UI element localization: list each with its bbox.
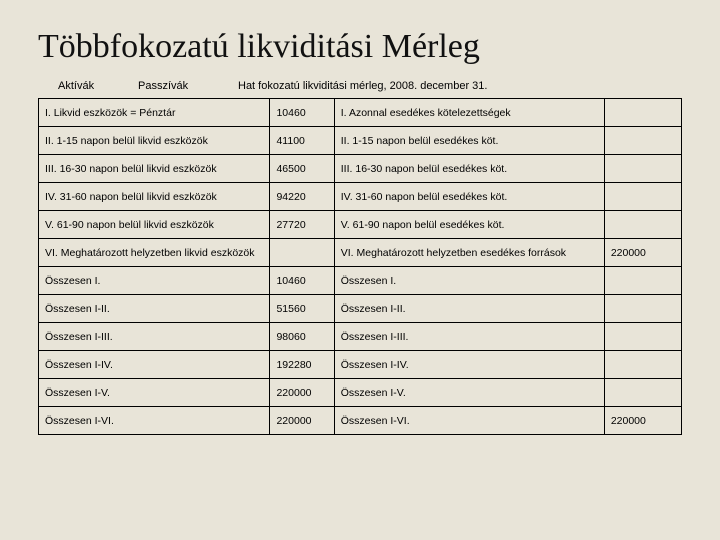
table-row: Összesen I-II.51560Összesen I-II. <box>39 295 682 323</box>
table-cell: Összesen I. <box>39 267 270 295</box>
table-cell: 220000 <box>270 407 334 435</box>
table-cell <box>270 239 334 267</box>
table-cell <box>604 183 681 211</box>
page-title: Többfokozatú likviditási Mérleg <box>38 28 682 66</box>
table-cell <box>604 155 681 183</box>
table-cell: Összesen I-IV. <box>39 351 270 379</box>
table-cell: VI. Meghatározott helyzetben likvid eszk… <box>39 239 270 267</box>
table-row: IV. 31-60 napon belül likvid eszközök942… <box>39 183 682 211</box>
table-cell: 27720 <box>270 211 334 239</box>
table-cell: VI. Meghatározott helyzetben esedékes fo… <box>334 239 604 267</box>
table-row: VI. Meghatározott helyzetben likvid eszk… <box>39 239 682 267</box>
table-cell: 41100 <box>270 127 334 155</box>
table-cell: IV. 31-60 napon belül esedékes köt. <box>334 183 604 211</box>
table-header-labels: Aktívák Passzívák Hat fokozatú likviditá… <box>38 80 682 92</box>
table-cell: 220000 <box>604 407 681 435</box>
table-row: Összesen I-VI.220000Összesen I-VI.220000 <box>39 407 682 435</box>
table-row: III. 16-30 napon belül likvid eszközök46… <box>39 155 682 183</box>
table-cell: 220000 <box>604 239 681 267</box>
table-cell: V. 61-90 napon belül likvid eszközök <box>39 211 270 239</box>
slide: Többfokozatú likviditási Mérleg Aktívák … <box>0 0 720 540</box>
table-row: I. Likvid eszközök = Pénztár10460I. Azon… <box>39 99 682 127</box>
table-cell: V. 61-90 napon belül esedékes köt. <box>334 211 604 239</box>
table-cell: III. 16-30 napon belül esedékes köt. <box>334 155 604 183</box>
table-cell: Összesen I-V. <box>334 379 604 407</box>
table-cell: 98060 <box>270 323 334 351</box>
table-cell: 10460 <box>270 267 334 295</box>
table-cell: 46500 <box>270 155 334 183</box>
table-cell <box>604 295 681 323</box>
table-cell: Összesen I-V. <box>39 379 270 407</box>
table-cell: Összesen I. <box>334 267 604 295</box>
table-cell: IV. 31-60 napon belül likvid eszközök <box>39 183 270 211</box>
table-cell: I. Likvid eszközök = Pénztár <box>39 99 270 127</box>
table-row: Összesen I-V.220000Összesen I-V. <box>39 379 682 407</box>
table-cell: I. Azonnal esedékes kötelezettségek <box>334 99 604 127</box>
table-cell: II. 1-15 napon belül likvid eszközök <box>39 127 270 155</box>
table-cell <box>604 99 681 127</box>
table-cell: 10460 <box>270 99 334 127</box>
table-cell: III. 16-30 napon belül likvid eszközök <box>39 155 270 183</box>
table-cell: Összesen I-VI. <box>39 407 270 435</box>
table-cell <box>604 379 681 407</box>
table-cell <box>604 267 681 295</box>
liquidity-table: I. Likvid eszközök = Pénztár10460I. Azon… <box>38 98 682 435</box>
table-row: Összesen I.10460Összesen I. <box>39 267 682 295</box>
table-cell: 94220 <box>270 183 334 211</box>
table-row: II. 1-15 napon belül likvid eszközök4110… <box>39 127 682 155</box>
header-assets-label: Aktívák <box>58 80 138 92</box>
table-cell <box>604 323 681 351</box>
header-liabilities-label: Passzívák <box>138 80 218 92</box>
table-row: Összesen I-III.98060Összesen I-III. <box>39 323 682 351</box>
table-cell: Összesen I-II. <box>334 295 604 323</box>
table-cell: 220000 <box>270 379 334 407</box>
table-cell: Összesen I-III. <box>39 323 270 351</box>
header-caption: Hat fokozatú likviditási mérleg, 2008. d… <box>218 80 682 92</box>
table-cell <box>604 351 681 379</box>
table-cell <box>604 211 681 239</box>
table-cell: II. 1-15 napon belül esedékes köt. <box>334 127 604 155</box>
table-cell: 51560 <box>270 295 334 323</box>
table-cell: Összesen I-III. <box>334 323 604 351</box>
table-cell <box>604 127 681 155</box>
table-row: Összesen I-IV.192280Összesen I-IV. <box>39 351 682 379</box>
table-cell: Összesen I-VI. <box>334 407 604 435</box>
table-cell: Összesen I-II. <box>39 295 270 323</box>
table-cell: 192280 <box>270 351 334 379</box>
table-cell: Összesen I-IV. <box>334 351 604 379</box>
table-row: V. 61-90 napon belül likvid eszközök2772… <box>39 211 682 239</box>
